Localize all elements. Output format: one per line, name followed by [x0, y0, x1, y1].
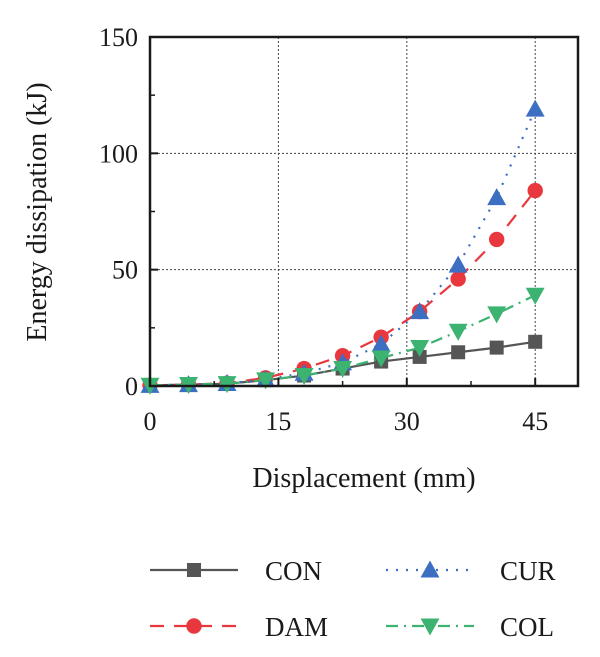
data-point-col: [410, 340, 430, 358]
data-point-dam: [527, 182, 543, 199]
y-tick-label: 50: [112, 256, 138, 285]
series-layer: [140, 99, 545, 395]
legend-marker-con: [187, 563, 201, 577]
legend-label-con: CON: [265, 556, 322, 586]
data-point-con: [451, 345, 466, 360]
data-point-dam: [488, 231, 505, 248]
legend-label-col: COL: [500, 612, 554, 642]
x-axis-label: Displacement (mm): [252, 463, 475, 494]
legend-item-col: COL: [386, 612, 554, 642]
data-point-dam: [450, 271, 466, 287]
data-point-col: [371, 350, 391, 368]
legend-label-dam: DAM: [265, 612, 328, 642]
x-tick-label: 30: [394, 407, 420, 436]
ticks: 0 15 30 45 0 50 100 150: [99, 23, 548, 436]
series-col: [140, 287, 545, 395]
data-point-col: [525, 287, 545, 305]
y-axis-label: Energy dissipation (kJ): [22, 82, 53, 341]
legend-item-con: CON: [150, 556, 322, 586]
x-tick-label: 15: [265, 407, 291, 436]
data-point-con: [489, 340, 504, 355]
legend-marker-cur: [420, 560, 440, 578]
y-tick-label: 0: [125, 372, 138, 401]
plot-frame: [148, 35, 580, 388]
legend-item-dam: DAM: [150, 612, 328, 642]
legend-item-cur: CUR: [386, 556, 556, 586]
series-line-cur: [149, 108, 537, 387]
data-point-col: [487, 306, 507, 324]
data-point-con: [528, 334, 543, 349]
data-point-cur: [525, 99, 545, 117]
y-tick-label: 150: [99, 23, 138, 52]
data-point-cur: [448, 255, 468, 273]
grid: [150, 36, 578, 386]
legend-marker-col: [420, 618, 440, 636]
data-point-col: [448, 323, 468, 341]
x-tick-label: 0: [144, 407, 157, 436]
legend: CON DAM CUR COL: [150, 556, 556, 642]
legend-label-cur: CUR: [500, 556, 556, 586]
data-point-cur: [371, 334, 391, 352]
y-tick-label: 100: [99, 139, 138, 168]
legend-marker-dam: [186, 618, 202, 634]
data-point-cur: [410, 302, 430, 320]
data-point-col: [294, 367, 314, 385]
x-tick-label: 45: [522, 407, 548, 436]
data-point-col: [256, 372, 276, 390]
data-point-col: [217, 376, 237, 394]
data-point-cur: [487, 188, 507, 206]
data-point-col: [333, 360, 353, 378]
